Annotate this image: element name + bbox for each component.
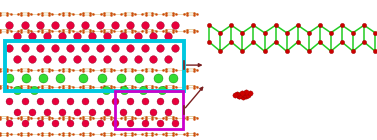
Bar <box>115 91 183 129</box>
Bar <box>5 41 184 91</box>
